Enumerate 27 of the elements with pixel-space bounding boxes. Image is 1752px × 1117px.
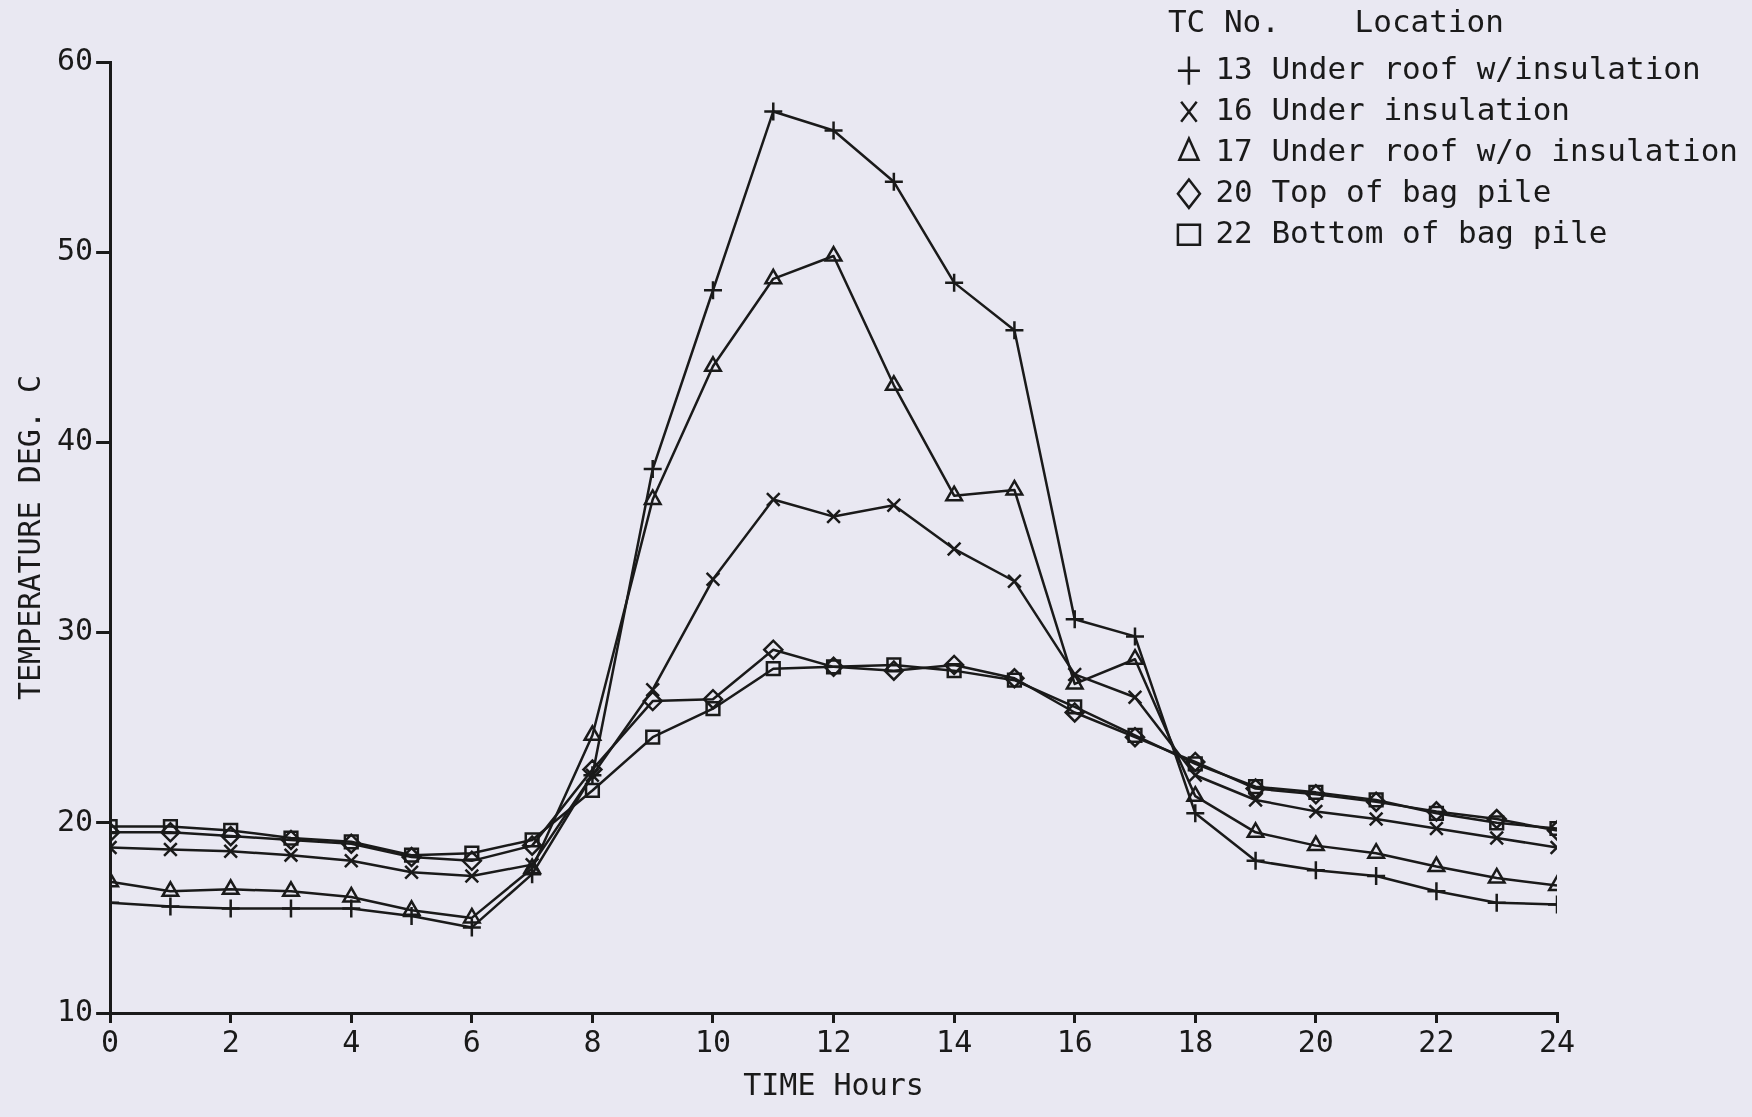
legend-label: 17 Under roof w/o insulation <box>1215 131 1739 168</box>
x-tick-label: 16 <box>1056 1023 1093 1059</box>
x-tick-label: 0 <box>101 1023 120 1059</box>
x-tick-label: 24 <box>1538 1023 1576 1059</box>
y-tick-label: 40 <box>57 422 94 458</box>
legend-label: 16 Under insulation <box>1215 90 1571 127</box>
y-tick-label: 20 <box>57 802 94 838</box>
x-tick-label: 6 <box>462 1023 481 1059</box>
legend-title: TC No. Location <box>1167 2 1504 39</box>
x-axis-title: TIME Hours <box>743 1066 924 1102</box>
x-tick-label: 18 <box>1177 1023 1214 1059</box>
y-tick-label: 10 <box>57 992 94 1028</box>
x-tick-label: 10 <box>694 1023 732 1059</box>
x-tick-label: 2 <box>221 1023 240 1059</box>
x-tick-label: 12 <box>815 1023 852 1059</box>
x-tick-label: 22 <box>1418 1023 1455 1059</box>
y-tick-label: 50 <box>57 232 94 267</box>
y-tick-label: 30 <box>57 612 94 648</box>
legend-label: 20 Top of bag pile <box>1215 172 1552 209</box>
x-tick-label: 8 <box>583 1023 602 1059</box>
y-tick-label: 60 <box>57 41 94 77</box>
x-tick-label: 4 <box>342 1023 361 1059</box>
legend-label: 22 Bottom of bag pile <box>1215 213 1608 250</box>
x-tick-label: 20 <box>1297 1023 1334 1059</box>
legend-label: 13 Under roof w/insulation <box>1215 49 1701 86</box>
y-axis-title: TEMPERATURE DEG. C <box>11 374 47 701</box>
x-tick-label: 14 <box>936 1023 973 1059</box>
